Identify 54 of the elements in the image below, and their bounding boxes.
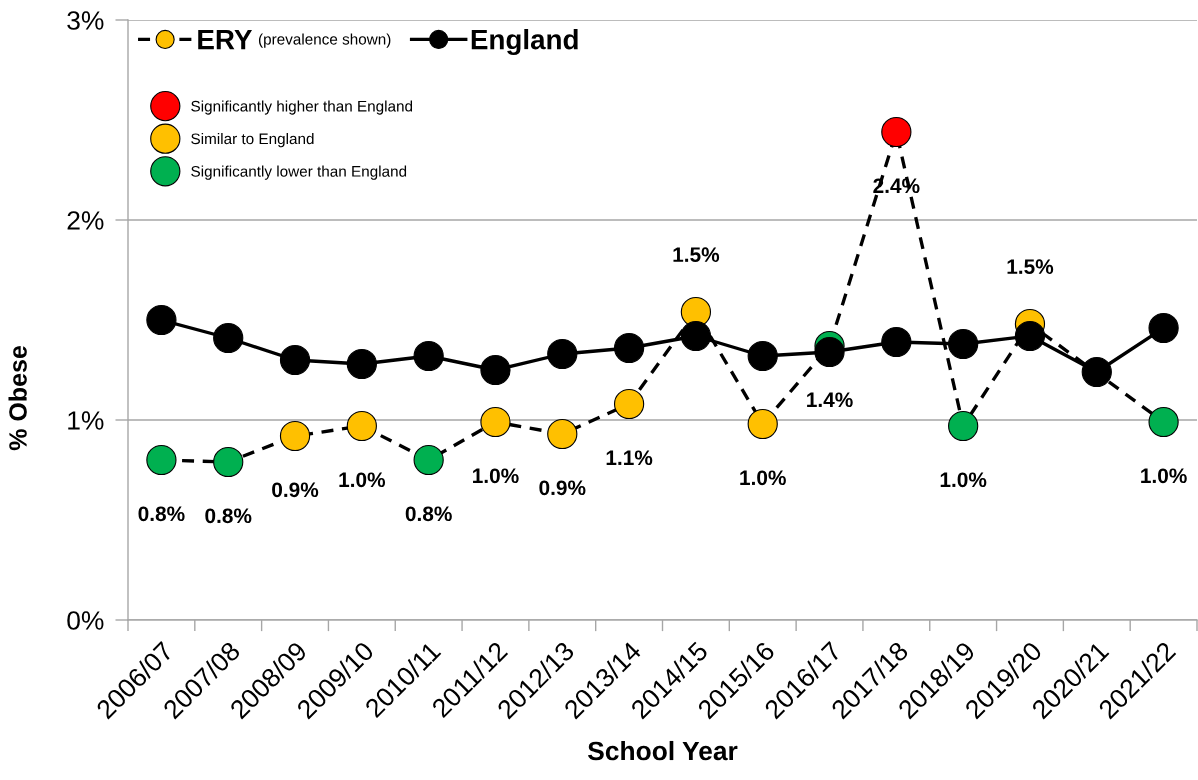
point bbox=[413, 444, 444, 476]
data-label: 1.0% bbox=[339, 472, 386, 488]
data-label: 1.5% bbox=[673, 247, 720, 263]
data-label: 1.0% bbox=[940, 472, 987, 488]
y-axis-title: % Obese bbox=[8, 346, 27, 451]
data-label: 1.0% bbox=[740, 470, 786, 486]
data-label: 1.0% bbox=[473, 468, 519, 484]
point bbox=[1014, 320, 1046, 352]
point bbox=[213, 322, 244, 354]
point bbox=[881, 326, 912, 358]
point bbox=[413, 340, 444, 372]
point bbox=[814, 336, 845, 368]
data-label: 1.0% bbox=[1141, 468, 1187, 484]
data-label: 0.9% bbox=[539, 480, 586, 496]
point bbox=[480, 406, 511, 438]
y-tick-label: 2% bbox=[67, 211, 104, 230]
data-label: 0.9% bbox=[272, 482, 319, 498]
point bbox=[747, 408, 778, 440]
legend-label: Similar to England bbox=[191, 132, 314, 148]
point bbox=[346, 348, 377, 380]
data-label: 0.8% bbox=[205, 508, 252, 524]
annotation: (prevalence shown) bbox=[258, 33, 391, 48]
data-label: 0.8% bbox=[405, 506, 452, 522]
point bbox=[279, 420, 311, 452]
data-label: 1.5% bbox=[1007, 259, 1054, 275]
point bbox=[146, 304, 177, 336]
point bbox=[948, 410, 979, 442]
data-label: 1.1% bbox=[606, 450, 653, 466]
point bbox=[480, 354, 511, 386]
point bbox=[213, 446, 244, 478]
point bbox=[1148, 406, 1179, 438]
legend-label: ERY bbox=[198, 30, 253, 50]
point bbox=[547, 418, 578, 450]
data-label: 0.8% bbox=[138, 506, 185, 522]
point bbox=[613, 332, 645, 364]
point bbox=[613, 388, 645, 420]
y-tick-label: 1% bbox=[68, 411, 104, 430]
legend-label: Significantly higher than England bbox=[191, 100, 413, 115]
point bbox=[1081, 356, 1112, 388]
point bbox=[1148, 312, 1179, 344]
point bbox=[346, 410, 377, 442]
point bbox=[279, 344, 311, 376]
point bbox=[547, 338, 578, 370]
legend-label: Significantly lower than England bbox=[191, 165, 407, 180]
x-axis-title: School Year bbox=[587, 740, 738, 761]
point bbox=[881, 116, 912, 148]
legend-label: England bbox=[471, 29, 578, 56]
y-tick-label: 0% bbox=[67, 611, 104, 630]
point bbox=[747, 340, 778, 372]
y-tick-label: 3% bbox=[67, 11, 104, 30]
point bbox=[948, 328, 979, 360]
point bbox=[680, 320, 712, 352]
point bbox=[146, 444, 177, 476]
data-label: 1.4% bbox=[807, 392, 853, 408]
